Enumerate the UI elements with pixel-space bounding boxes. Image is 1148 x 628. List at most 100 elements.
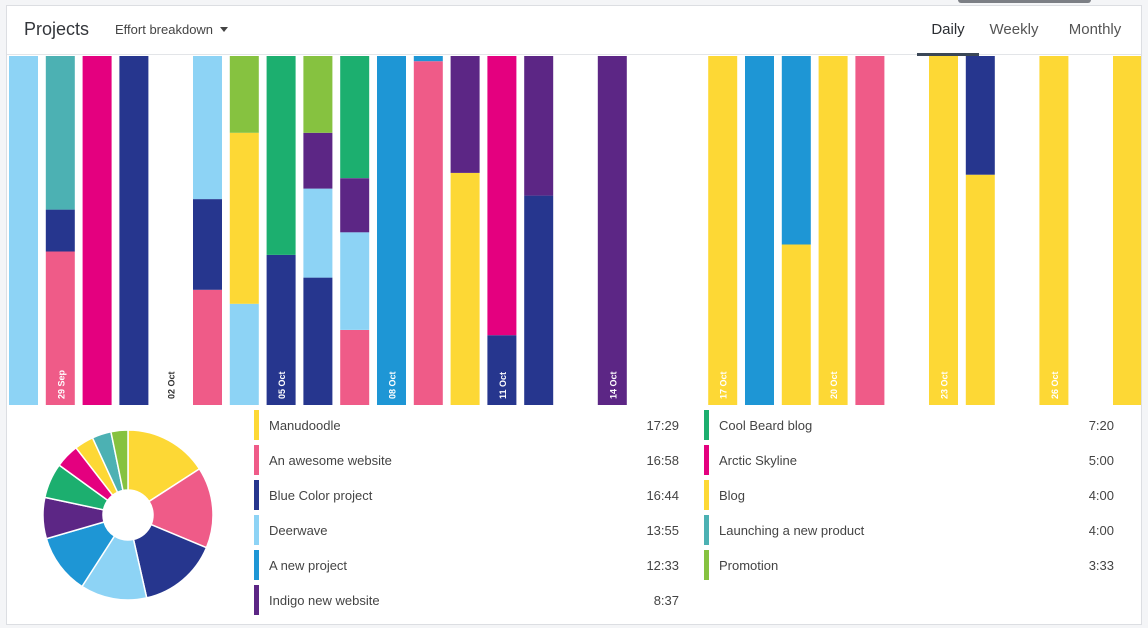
top-scroll-handle — [958, 0, 1091, 3]
x-tick-label: 29 Sep — [56, 369, 66, 399]
bar-segment-05-oct-blue-color-project[interactable] — [266, 254, 296, 405]
bar-segment-10-oct-indigo-new-website[interactable] — [450, 56, 480, 173]
effort-donut-chart — [42, 429, 214, 601]
legend-project-name: Promotion — [719, 557, 779, 573]
bar-segment-07-oct-indigo-new-website[interactable] — [340, 178, 370, 233]
bar-segment-29-sep-an-awesome-website[interactable] — [45, 251, 75, 405]
legend-project-name: Blog — [719, 487, 746, 503]
bar-segment-30-sep-arctic-skyline[interactable] — [82, 56, 112, 405]
legend-project-name: Manudoodle — [269, 417, 341, 433]
card-header: Projects Effort breakdown Daily Weekly M… — [7, 6, 1141, 56]
legend-swatch — [704, 515, 709, 545]
bar-segment-01-oct-blue-color-project[interactable] — [119, 56, 149, 405]
bar-segment-28-sep-deerwave[interactable] — [9, 56, 38, 405]
x-tick-label: 20 Oct — [829, 371, 839, 399]
bar-segment-24-oct-blue-color-project[interactable] — [965, 56, 995, 175]
legend-item-blue-color-project[interactable]: Blue Color project 16:44 — [254, 480, 679, 510]
x-tick-label: 23 Oct — [940, 371, 950, 399]
legend-item-arctic-skyline[interactable]: Arctic Skyline 5:00 — [704, 445, 1114, 475]
bar-segment-07-oct-deerwave[interactable] — [340, 232, 370, 330]
legend-project-name: Cool Beard blog — [719, 417, 813, 433]
bar-segment-19-oct-a-new-project[interactable] — [781, 56, 811, 245]
pie-slice-blue-color-project[interactable] — [132, 523, 208, 599]
legend-duration: 13:55 — [646, 522, 679, 538]
bar-segment-12-oct-blue-color-project[interactable] — [524, 195, 554, 405]
bar-segment-20-oct-blog[interactable] — [818, 56, 848, 405]
tab-weekly[interactable]: Weekly — [989, 21, 1039, 38]
legend-item-manudoodle[interactable]: Manudoodle 17:29 — [254, 410, 679, 440]
bar-segment-21-oct-an-awesome-website[interactable] — [855, 56, 885, 405]
legend-item-launching-a-new-product[interactable]: Launching a new product 4:00 — [704, 515, 1114, 545]
effort-breakdown-dropdown[interactable]: Effort breakdown — [115, 22, 229, 37]
bar-segment-09-oct-an-awesome-website[interactable] — [413, 61, 443, 405]
bar-segment-18-oct-a-new-project[interactable] — [745, 56, 774, 405]
daily-stacked-bar-chart: 29 Sep 02 Oct 05 Oct 08 Oct 11 Oct 14 Oct 17 O… — [7, 56, 1141, 405]
bar-segment-12-oct-indigo-new-website[interactable] — [524, 56, 554, 196]
x-tick-label: 11 Oct — [498, 372, 508, 399]
legend-swatch — [254, 480, 259, 510]
x-tick-label: 14 Oct — [608, 371, 618, 399]
legend-item-an-awesome-website[interactable]: An awesome website 16:58 — [254, 445, 679, 475]
legend-duration: 12:33 — [646, 557, 679, 573]
bar-segment-06-oct-promotion[interactable] — [303, 56, 333, 133]
bar-segment-03-oct-blue-color-project[interactable] — [193, 199, 222, 290]
bar-segment-04-oct-manudoodle[interactable] — [229, 132, 259, 304]
dropdown-label: Effort breakdown — [115, 22, 214, 37]
legend-swatch — [254, 445, 259, 475]
legend-duration: 5:00 — [1088, 452, 1114, 468]
legend-project-name: An awesome website — [269, 452, 392, 468]
legend-project-name: Arctic Skyline — [719, 452, 798, 468]
legend-item-deerwave[interactable]: Deerwave 13:55 — [254, 515, 679, 545]
bar-segment-24-oct-manudoodle[interactable] — [965, 174, 995, 405]
bar-segment-11-oct-blue-color-project[interactable] — [487, 335, 517, 405]
legend-swatch — [704, 445, 709, 475]
bar-segment-19-oct-manudoodle[interactable] — [781, 244, 811, 406]
bar-segment-23-oct-manudoodle[interactable] — [929, 56, 958, 405]
bar-segment-29-sep-launching-a-new-product[interactable] — [45, 56, 75, 210]
legend-item-promotion[interactable]: Promotion 3:33 — [704, 550, 1114, 580]
bar-segment-06-oct-deerwave[interactable] — [303, 188, 333, 278]
legend-project-name: Launching a new product — [719, 522, 865, 538]
legend-duration: 16:58 — [646, 452, 679, 468]
bar-segment-06-oct-indigo-new-website[interactable] — [303, 132, 333, 189]
bar-segment-11-oct-arctic-skyline[interactable] — [487, 56, 517, 336]
bar-segment-07-oct-an-awesome-website[interactable] — [340, 330, 370, 405]
legend-swatch — [254, 550, 259, 580]
legend-project-name: Blue Color project — [269, 487, 373, 503]
bar-segment-04-oct-deerwave[interactable] — [229, 303, 259, 405]
legend-project-name: Deerwave — [269, 522, 328, 538]
legend-swatch — [704, 410, 709, 440]
legend-swatch — [704, 550, 709, 580]
legend-item-blog[interactable]: Blog 4:00 — [704, 480, 1114, 510]
legend-project-name: Indigo new website — [269, 592, 380, 608]
legend-duration: 3:33 — [1088, 557, 1114, 573]
bar-segment-06-oct-blue-color-project[interactable] — [303, 277, 333, 405]
legend-duration: 16:44 — [646, 487, 679, 503]
legend-duration: 4:00 — [1088, 522, 1114, 538]
bar-segment-28-oct-manudoodle[interactable] — [1113, 56, 1141, 405]
bar-segment-17-oct-manudoodle[interactable] — [708, 56, 738, 405]
tab-daily[interactable]: Daily — [917, 6, 979, 56]
bar-segment-09-oct-a-new-project[interactable] — [413, 56, 443, 62]
bar-segment-29-sep-blue-color-project[interactable] — [45, 209, 75, 252]
pie-slice-promotion[interactable] — [110, 429, 129, 492]
legend-item-a-new-project[interactable]: A new project 12:33 — [254, 550, 679, 580]
bar-segment-08-oct-a-new-project[interactable] — [377, 56, 406, 405]
bar-segment-03-oct-deerwave[interactable] — [193, 56, 222, 200]
bar-segment-26-oct-manudoodle[interactable] — [1039, 56, 1069, 405]
pie-slice-manudoodle[interactable] — [127, 429, 201, 503]
page-title: Projects — [24, 19, 90, 39]
legend-duration: 8:37 — [653, 592, 679, 608]
bar-segment-05-oct-cool-beard-blog[interactable] — [266, 56, 296, 255]
x-tick-label: 05 Oct — [277, 371, 287, 399]
bar-segment-03-oct-an-awesome-website[interactable] — [193, 289, 222, 405]
bar-segment-14-oct-indigo-new-website[interactable] — [597, 56, 627, 405]
legend-item-indigo-new-website[interactable]: Indigo new website 8:37 — [254, 585, 679, 615]
bar-segment-07-oct-cool-beard-blog[interactable] — [340, 56, 370, 179]
x-tick-label: 26 Oct — [1050, 371, 1060, 399]
bar-segment-10-oct-manudoodle[interactable] — [450, 172, 480, 405]
pie-slice-an-awesome-website[interactable] — [147, 467, 214, 549]
legend-item-cool-beard-blog[interactable]: Cool Beard blog 7:20 — [704, 410, 1114, 440]
tab-monthly[interactable]: Monthly — [1068, 21, 1122, 38]
bar-segment-04-oct-promotion[interactable] — [229, 56, 259, 133]
